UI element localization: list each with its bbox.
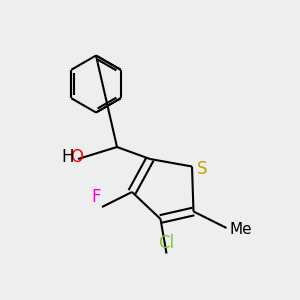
Text: Cl: Cl <box>158 234 175 252</box>
Text: F: F <box>91 188 100 206</box>
Text: H: H <box>61 148 74 166</box>
Text: Me: Me <box>230 222 252 237</box>
Text: S: S <box>197 160 208 178</box>
Text: O: O <box>70 148 83 166</box>
